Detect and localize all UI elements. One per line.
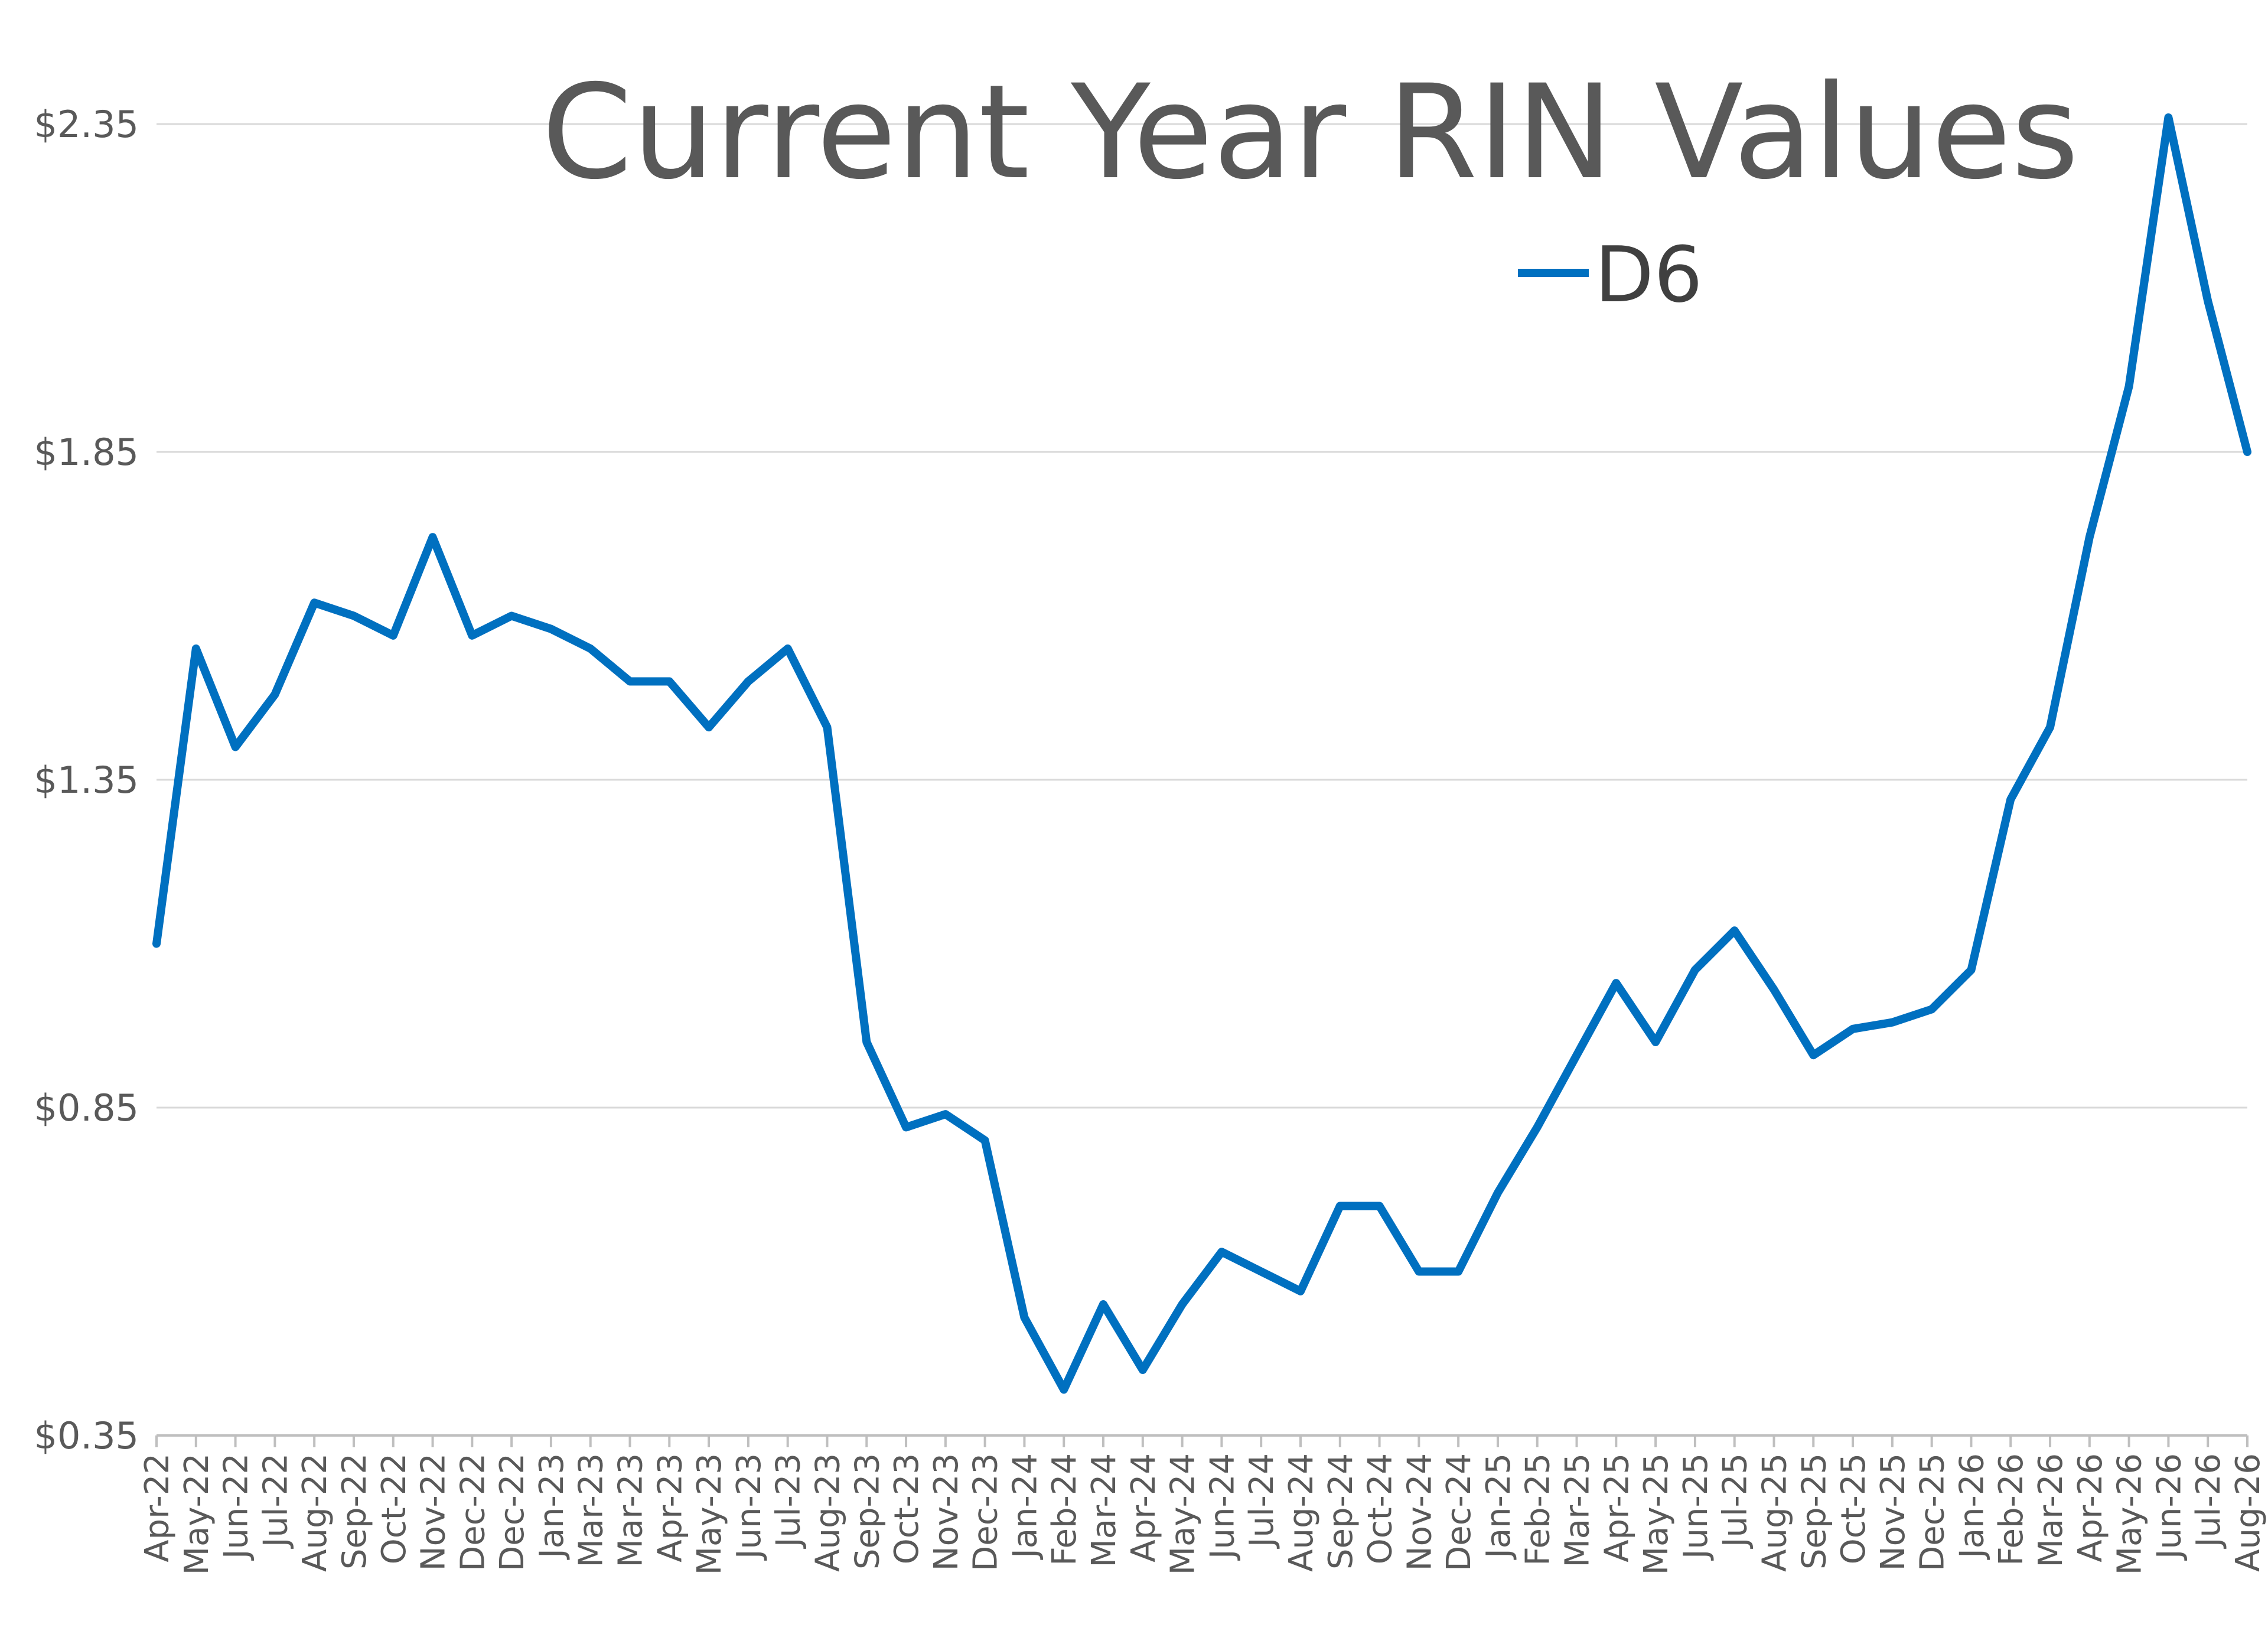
gridlines [157,123,2247,1109]
data-point [1734,930,1735,931]
x-tick-label: Dec-22 [454,1453,492,1571]
y-tick-label: $0.85 [34,1086,139,1129]
data-point [2089,536,2090,538]
data-point [669,681,670,682]
x-tick-label: Jan-26 [1953,1453,1991,1560]
series-line-d6 [152,113,2251,1394]
data-point [1615,982,1617,984]
x-tick-label: May-22 [178,1453,216,1575]
data-point [905,1127,907,1128]
x-tick-label: Apr-24 [1125,1453,1163,1562]
x-axis-ticks: Apr-22 May-22 Jun-22 Jul-22 Aug-22 Sep-22 Oct-… [138,1435,2267,1575]
x-tick-label: Nov-22 [415,1453,453,1571]
data-point [432,536,434,538]
x-tick-label: Feb-25 [1519,1453,1557,1566]
x-tick-label: Oct-25 [1834,1453,1873,1564]
x-tick-label: Aug-24 [1282,1453,1321,1572]
x-tick-label: Nov-23 [927,1453,966,1571]
x-tick-label: Jan-23 [533,1453,571,1560]
x-tick-label: Dec-23 [967,1453,1005,1571]
x-tick-label: Dec-25 [1914,1453,1952,1571]
x-tick-label: Aug-25 [1755,1453,1794,1572]
x-tick-label: Nov-24 [1400,1453,1439,1571]
data-point [2168,117,2169,118]
data-point [945,1114,946,1115]
x-tick-label: Apr-22 [138,1453,177,1562]
data-point [1970,969,1972,971]
y-tick-label: $0.35 [34,1414,139,1457]
x-tick-label: Jun-23 [730,1453,768,1561]
y-tick-label: $1.85 [34,431,139,474]
x-tick-label: Feb-24 [1045,1453,1084,1566]
data-point [1458,1271,1459,1272]
x-tick-label: Jun-25 [1677,1453,1715,1561]
x-tick-label: Jul-26 [2189,1453,2228,1549]
legend: D6 [1518,230,1703,320]
x-tick-label: Aug-22 [296,1453,334,1572]
legend-label-d6: D6 [1595,230,1703,320]
x-tick-label: May-24 [1164,1453,1203,1575]
x-tick-label: May-26 [2111,1453,2149,1575]
x-tick-label: Mar-25 [1559,1453,1597,1568]
x-tick-label: Oct-24 [1361,1453,1400,1564]
x-tick-label: Oct-23 [888,1453,926,1564]
x-tick-label: Sep-22 [335,1453,374,1570]
x-tick-label: Dec-24 [1440,1453,1478,1571]
x-tick-label: Jun-24 [1203,1453,1241,1561]
x-tick-label: Mar-24 [1085,1453,1123,1568]
y-tick-label: $2.35 [34,103,139,146]
x-tick-label: Jul-24 [1243,1453,1281,1549]
data-point [1576,1054,1578,1056]
x-tick-label: Apr-23 [651,1453,689,1562]
x-tick-label: Feb-26 [1992,1453,2031,1566]
x-tick-label: Jul-25 [1716,1453,1755,1549]
data-point [1813,1054,1814,1056]
y-axis-ticks: $0.35 $0.85 $1.35 $1.85 $2.35 [34,103,139,1457]
x-tick-label: Mar-23 [612,1453,650,1568]
x-tick-label: Jul-22 [256,1453,295,1549]
x-tick-label: Aug-26 [2229,1453,2267,1572]
x-tick-label: Nov-25 [1874,1453,1912,1571]
data-point [2010,799,2011,800]
x-tick-label: Mar-26 [2032,1453,2070,1568]
x-tick-label: Apr-25 [1598,1453,1636,1562]
x-tick-label: Dec-22 [493,1453,532,1571]
x-tick-label: Sep-24 [1322,1453,1360,1570]
x-tick-label: May-23 [690,1453,729,1575]
x-tick-label: Aug-23 [809,1453,847,1572]
data-point [1024,1317,1025,1318]
x-tick-label: Sep-23 [848,1453,887,1570]
y-tick-label: $1.35 [34,758,139,802]
data-point [2049,727,2051,728]
x-tick-label: Jan-25 [1480,1453,1518,1560]
data-point [866,1041,867,1043]
x-tick-label: Apr-26 [2071,1453,2110,1562]
x-tick-label: Jun-26 [2150,1453,2188,1561]
x-tick-label: Jan-24 [1006,1453,1044,1560]
series-layer [152,113,2251,1394]
data-point [1103,1304,1104,1305]
chart-title: Current Year RIN Values [542,57,2079,208]
x-tick-label: May-25 [1637,1453,1676,1575]
x-tick-label: Jun-22 [217,1453,256,1561]
data-point [1260,1271,1262,1272]
x-tick-label: Oct-22 [375,1453,413,1564]
x-tick-label: Sep-25 [1795,1453,1833,1570]
data-point [1931,1009,1933,1010]
x-tick-label: Jul-23 [770,1453,808,1549]
x-tick-label: Mar-23 [572,1453,611,1568]
